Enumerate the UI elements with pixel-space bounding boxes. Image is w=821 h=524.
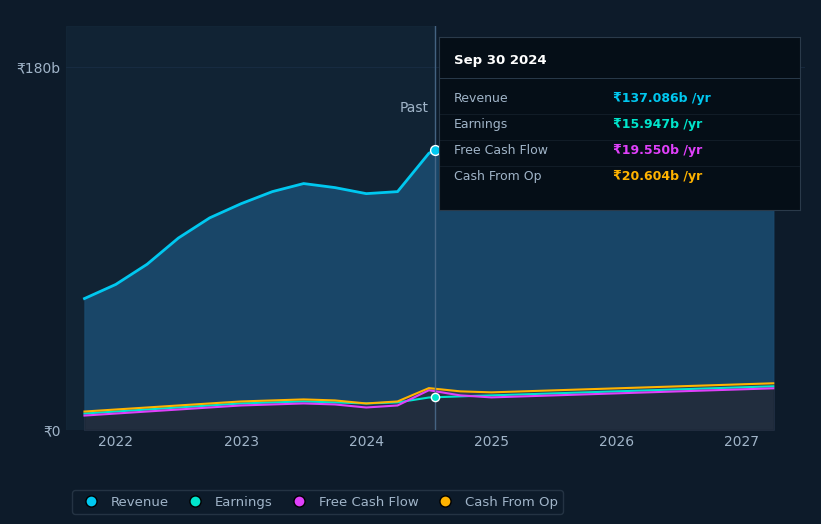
Text: Revenue: Revenue — [454, 92, 508, 105]
Text: Earnings: Earnings — [454, 118, 508, 132]
Text: Free Cash Flow: Free Cash Flow — [454, 144, 548, 157]
Text: Analysts Forecasts: Analysts Forecasts — [442, 101, 571, 115]
Text: Cash From Op: Cash From Op — [454, 170, 541, 183]
Text: Past: Past — [400, 101, 429, 115]
Bar — [66, 26, 435, 430]
Text: ₹19.550b /yr: ₹19.550b /yr — [612, 144, 702, 157]
Legend: Revenue, Earnings, Free Cash Flow, Cash From Op: Revenue, Earnings, Free Cash Flow, Cash … — [72, 490, 563, 514]
Text: ₹137.086b /yr: ₹137.086b /yr — [612, 92, 710, 105]
Point — [429, 393, 442, 401]
Text: Sep 30 2024: Sep 30 2024 — [454, 54, 546, 67]
Text: ₹15.947b /yr: ₹15.947b /yr — [612, 118, 702, 132]
Text: ₹20.604b /yr: ₹20.604b /yr — [612, 170, 702, 183]
Point — [429, 146, 442, 154]
